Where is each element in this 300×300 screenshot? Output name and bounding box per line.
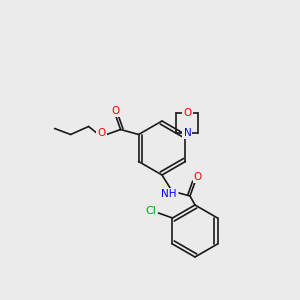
- Text: O: O: [112, 106, 120, 116]
- Text: N: N: [184, 128, 191, 137]
- Text: Cl: Cl: [145, 206, 156, 216]
- Text: O: O: [98, 128, 106, 137]
- Text: O: O: [183, 107, 191, 118]
- Text: O: O: [194, 172, 202, 182]
- Text: NH: NH: [161, 189, 177, 199]
